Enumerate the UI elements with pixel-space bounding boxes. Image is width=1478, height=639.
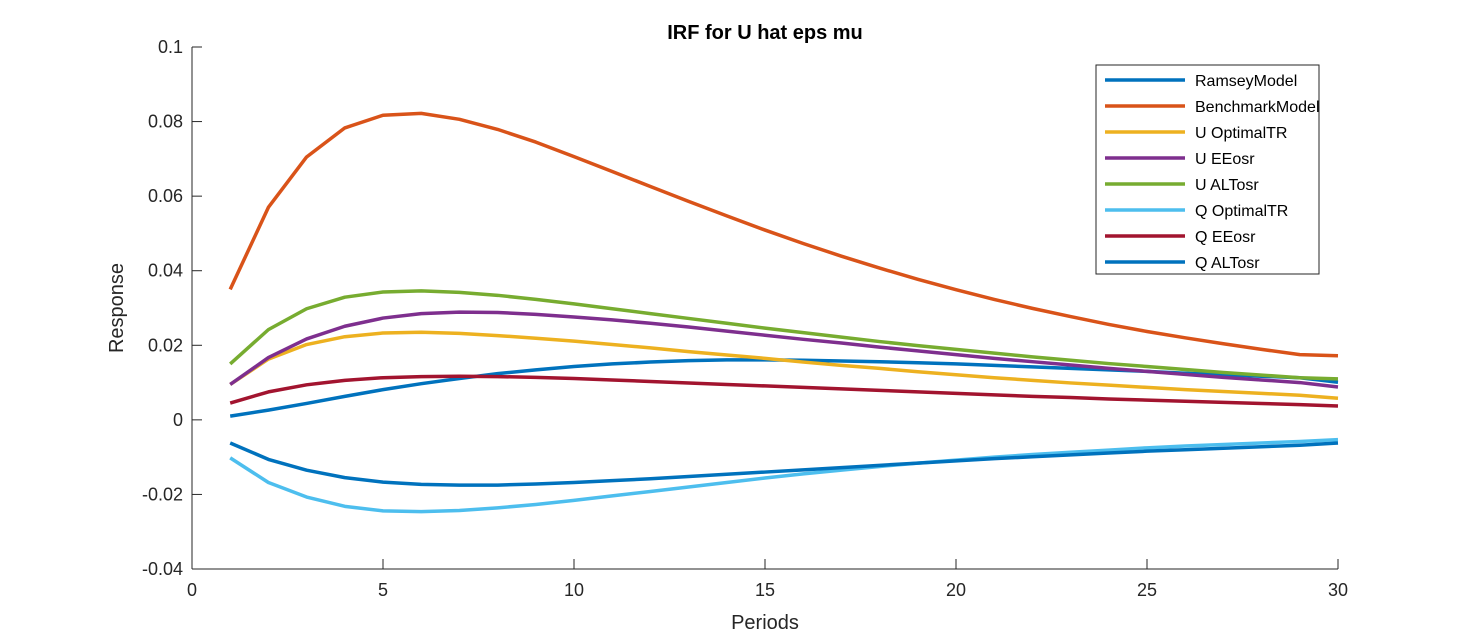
legend-entry-label: Q EEosr: [1195, 229, 1256, 246]
y-tick-label: 0.1: [158, 37, 183, 57]
x-tick-label: 0: [187, 580, 197, 600]
x-tick-label: 25: [1137, 580, 1157, 600]
series-line-q-altosr: [229, 441, 1339, 487]
series-line-benchmarkmodel: [228, 111, 1339, 358]
y-tick-label: -0.04: [142, 559, 183, 579]
legend-entry-label: U EEosr: [1195, 151, 1255, 168]
series-group: [228, 111, 1339, 514]
series-line-u-altosr: [229, 289, 1339, 381]
x-ticks: 0 5 10 15 20 25 30: [187, 559, 1348, 600]
legend: RamseyModel BenchmarkModel U OptimalTR U EE…: [1095, 64, 1320, 275]
x-tick-label: 20: [946, 580, 966, 600]
x-tick-label: 15: [755, 580, 775, 600]
legend-entry-label: RamseyModel: [1195, 73, 1297, 90]
y-ticks: -0.04 -0.02 0 0.02 0.04 0.06 0.08 0.1: [142, 37, 202, 579]
series-line-q-optimaltr: [229, 437, 1339, 514]
x-tick-label: 10: [564, 580, 584, 600]
x-axis-label: Periods: [731, 612, 799, 634]
legend-entry-label: BenchmarkModel: [1195, 99, 1320, 116]
y-tick-label: 0.06: [148, 186, 183, 206]
y-tick-label: -0.02: [142, 484, 183, 504]
legend-entry-label: U ALTosr: [1195, 177, 1259, 194]
y-tick-label: 0.08: [148, 112, 183, 132]
legend-entry-label: Q ALTosr: [1195, 255, 1260, 272]
series-line-q-eeosr: [229, 374, 1339, 408]
legend-entry-label: U OptimalTR: [1195, 125, 1287, 142]
series-line-u-optimaltr: [229, 330, 1339, 400]
y-axis-label: Response: [106, 263, 128, 353]
y-tick-label: 0: [173, 410, 183, 430]
legend-entry-label: Q OptimalTR: [1195, 203, 1288, 220]
series-line-u-eeosr: [229, 310, 1339, 389]
x-tick-label: 5: [378, 580, 388, 600]
chart-title: IRF for U hat eps mu: [667, 22, 863, 44]
y-tick-label: 0.04: [148, 261, 183, 281]
y-tick-label: 0.02: [148, 335, 183, 355]
x-tick-label: 30: [1328, 580, 1348, 600]
legend-box: [1095, 64, 1320, 275]
